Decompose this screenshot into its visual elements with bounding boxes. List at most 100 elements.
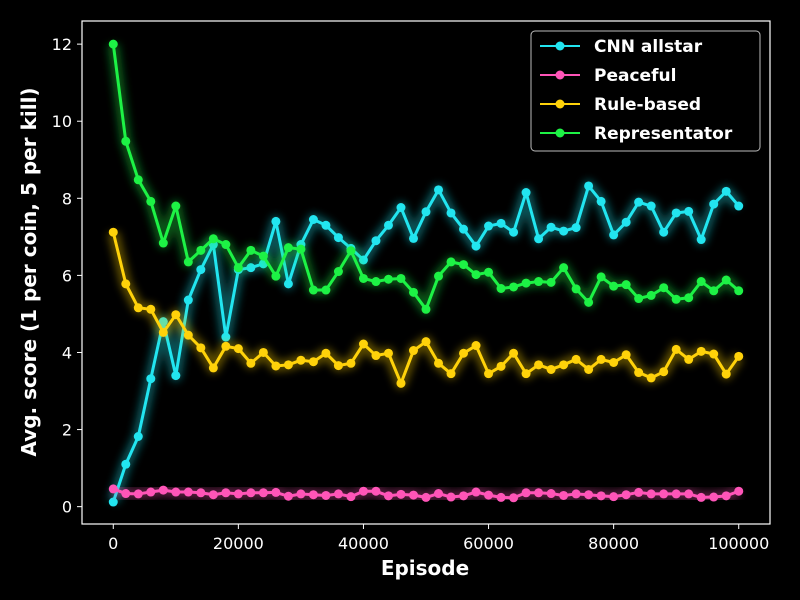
data-point xyxy=(221,332,231,342)
legend-label: Peaceful xyxy=(594,66,676,86)
y-tick-label: 2 xyxy=(62,421,72,440)
data-point xyxy=(621,217,631,227)
data-point xyxy=(496,492,506,502)
data-point xyxy=(346,246,356,256)
axes-frame xyxy=(81,20,771,525)
data-point xyxy=(196,343,206,353)
data-point xyxy=(308,285,318,295)
data-point xyxy=(534,360,544,370)
legend-item-2: Rule-based xyxy=(540,95,701,115)
data-point xyxy=(521,278,531,288)
data-point xyxy=(246,263,256,273)
data-point xyxy=(396,489,406,499)
data-point xyxy=(534,234,544,244)
data-point xyxy=(571,489,581,499)
data-point xyxy=(308,215,318,225)
data-point xyxy=(696,235,706,245)
data-point xyxy=(734,486,744,496)
data-point xyxy=(646,373,656,383)
data-point xyxy=(271,487,281,497)
data-point xyxy=(734,286,744,296)
data-point xyxy=(296,489,306,499)
data-point xyxy=(446,257,456,267)
legend-label: Representator xyxy=(594,124,733,144)
data-point xyxy=(333,267,343,277)
data-point xyxy=(121,279,131,289)
data-point xyxy=(509,282,519,292)
data-point xyxy=(258,347,268,357)
data-point xyxy=(709,199,719,209)
data-point xyxy=(283,360,293,370)
data-point xyxy=(484,221,494,231)
data-point xyxy=(133,432,143,442)
data-point xyxy=(659,489,669,499)
data-point xyxy=(434,489,444,499)
series-3 xyxy=(107,39,744,316)
data-point xyxy=(634,368,644,378)
data-point xyxy=(258,488,268,498)
data-point xyxy=(371,236,381,246)
data-point xyxy=(684,354,694,364)
y-tick-label: 8 xyxy=(62,189,72,208)
data-point xyxy=(571,223,581,233)
data-point xyxy=(208,363,218,373)
data-point xyxy=(346,492,356,502)
data-point xyxy=(709,349,719,359)
data-point xyxy=(146,196,156,206)
data-point xyxy=(521,488,531,498)
data-point xyxy=(183,330,193,340)
data-point xyxy=(609,358,619,368)
data-point xyxy=(671,208,681,218)
data-point xyxy=(496,218,506,228)
data-point xyxy=(246,488,256,498)
data-point xyxy=(471,487,481,497)
data-point xyxy=(584,490,594,500)
data-point xyxy=(146,374,156,384)
data-point xyxy=(584,297,594,307)
data-point xyxy=(546,489,556,499)
data-point xyxy=(133,175,143,185)
data-point xyxy=(246,358,256,368)
x-tick-label: 20000 xyxy=(213,534,264,553)
data-point xyxy=(121,489,131,499)
data-point xyxy=(208,490,218,500)
data-point xyxy=(434,185,444,195)
legend: CNN allstar Peaceful Rule-based Representat… xyxy=(530,30,761,152)
data-point xyxy=(721,491,731,501)
data-point xyxy=(621,350,631,360)
y-tick-label: 4 xyxy=(62,343,72,362)
data-point xyxy=(383,274,393,284)
data-point xyxy=(283,279,293,289)
data-point xyxy=(108,497,118,507)
data-point xyxy=(383,491,393,501)
data-point xyxy=(671,344,681,354)
data-point xyxy=(271,271,281,281)
x-tick-label: 80000 xyxy=(588,534,639,553)
data-point xyxy=(684,206,694,216)
data-point xyxy=(421,207,431,217)
data-point xyxy=(459,260,469,270)
x-tick-label: 100000 xyxy=(708,534,769,553)
data-point xyxy=(171,201,181,211)
data-point xyxy=(333,489,343,499)
data-point xyxy=(646,290,656,300)
legend-swatch-marker xyxy=(555,99,565,109)
data-point xyxy=(321,285,331,295)
data-point xyxy=(183,257,193,267)
data-point xyxy=(333,233,343,243)
data-point xyxy=(484,490,494,500)
data-point xyxy=(559,490,569,500)
x-tick-label: 60000 xyxy=(463,534,514,553)
data-point xyxy=(709,492,719,502)
legend-swatch-marker xyxy=(555,70,565,80)
data-point xyxy=(396,203,406,213)
data-point xyxy=(634,197,644,207)
legend-item-0: CNN allstar xyxy=(540,37,703,57)
data-point xyxy=(634,487,644,497)
plot-area xyxy=(107,39,744,507)
data-point xyxy=(446,369,456,379)
data-point xyxy=(321,348,331,358)
data-point xyxy=(283,491,293,501)
y-tick-label: 6 xyxy=(62,266,72,285)
